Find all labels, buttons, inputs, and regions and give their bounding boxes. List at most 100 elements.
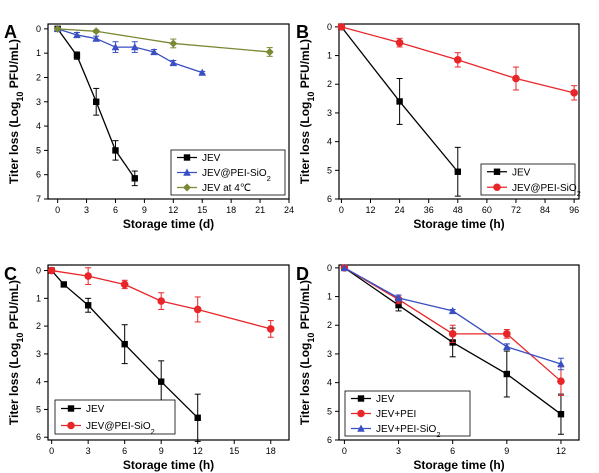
legend-marker <box>67 421 75 430</box>
panel-letter: C <box>4 264 17 284</box>
x-tick-label: 15 <box>229 446 239 456</box>
y-tick-label: 5 <box>327 165 332 175</box>
x-tick-label: 9 <box>142 205 147 215</box>
series-jev <box>338 23 461 197</box>
x-axis-title: Storage time (d) <box>123 217 214 231</box>
y-axis-title: Titer loss (Log10 PFU/mL) <box>7 39 25 184</box>
series-line <box>57 28 270 53</box>
data-point <box>112 147 119 154</box>
data-point <box>503 370 511 378</box>
x-tick-label: 15 <box>197 205 207 215</box>
series-line <box>344 267 562 382</box>
legend-label: JEV+PEI-SiO2 <box>376 424 440 439</box>
x-tick-label: 96 <box>569 205 579 215</box>
data-point <box>557 410 565 418</box>
legend-marker <box>493 183 501 192</box>
y-tick-label: 4 <box>36 121 41 131</box>
y-tick-label: 6 <box>36 432 41 442</box>
x-tick-label: 24 <box>284 205 294 215</box>
y-tick-label: 2 <box>327 320 332 330</box>
legend-label: JEV <box>376 394 395 405</box>
data-point <box>340 263 349 272</box>
data-point <box>120 280 129 289</box>
legend-label: JEV+PEI <box>376 409 416 420</box>
legend: JEV JEV+PEI JEV+PEI-SiO2 <box>344 390 471 439</box>
data-point <box>396 98 403 105</box>
y-tick-label: 5 <box>36 404 41 414</box>
series-jev-at-4- <box>53 24 274 57</box>
x-tick-label: 0 <box>342 446 347 456</box>
x-tick-label: 12 <box>193 446 203 456</box>
data-point <box>130 43 139 51</box>
x-tick-label: 12 <box>366 205 376 215</box>
y-tick-label: 4 <box>327 378 332 388</box>
x-tick-label: 60 <box>482 205 492 215</box>
data-point <box>92 27 101 36</box>
plot-frame <box>338 23 580 200</box>
y-tick-label: 0 <box>327 263 332 273</box>
y-tick-label: 4 <box>36 377 41 387</box>
panel-letter: D <box>296 264 309 284</box>
y-tick-label: 5 <box>36 145 41 155</box>
x-tick-label: 12 <box>556 446 566 456</box>
legend-marker <box>357 409 365 418</box>
data-point <box>93 98 100 105</box>
data-point <box>448 330 457 338</box>
data-point <box>47 266 56 275</box>
data-point <box>503 330 511 338</box>
legend-label: JEV <box>86 404 105 415</box>
series-line <box>51 269 271 330</box>
y-tick-label: 0 <box>327 22 332 32</box>
series-jev-pei-sio2 <box>47 266 275 338</box>
legend: JEV JEV@PEI-SiO2 <box>480 163 581 198</box>
data-point <box>454 168 461 175</box>
x-tick-label: 12 <box>168 205 178 215</box>
data-point <box>121 340 128 348</box>
legend-marker <box>357 424 365 432</box>
data-point <box>150 47 158 56</box>
y-tick-label: 1 <box>327 292 332 302</box>
plot-frame <box>47 23 290 200</box>
data-point <box>337 23 346 31</box>
legend-marker <box>493 168 501 175</box>
data-point <box>453 56 462 64</box>
data-point <box>73 30 81 39</box>
data-point <box>169 58 178 67</box>
data-point <box>53 24 62 33</box>
y-tick-label: 4 <box>327 137 332 147</box>
y-axis-title: Titer loss (Log10 PFU/mL) <box>298 280 316 425</box>
legend-label: JEV at 4℃ <box>202 183 251 194</box>
x-axis-title: Storage time (h) <box>123 458 214 472</box>
y-tick-label: 3 <box>36 349 41 359</box>
panel-letter: B <box>296 22 309 42</box>
data-point <box>194 414 201 421</box>
data-point <box>73 52 81 59</box>
y-tick-label: 2 <box>327 79 332 89</box>
series-jev-pei-sio2 <box>53 24 207 76</box>
x-tick-label: 18 <box>226 205 236 215</box>
x-tick-label: 3 <box>86 446 91 456</box>
series-jev-pei-sio2 <box>340 263 565 371</box>
data-point <box>503 342 511 350</box>
y-tick-label: 2 <box>36 321 41 331</box>
y-axis-title: Titer loss (Log10 PFU/mL) <box>298 39 316 184</box>
y-tick-label: 0 <box>36 24 41 34</box>
y-tick-label: 6 <box>327 194 332 204</box>
y-tick-label: 6 <box>36 170 41 180</box>
series-jev-pei-sio2 <box>337 23 578 101</box>
y-tick-label: 5 <box>327 406 332 416</box>
data-point <box>395 38 404 47</box>
data-point <box>557 359 565 368</box>
x-axis-title: Storage time (h) <box>413 458 504 472</box>
x-tick-label: 24 <box>395 205 405 215</box>
data-point <box>570 89 578 97</box>
series-line <box>57 28 203 74</box>
x-tick-label: 0 <box>49 446 54 456</box>
legend-label: JEV@PEI-SiO2 <box>512 183 581 198</box>
legend-label: JEV@PEI-SiO2 <box>202 168 271 183</box>
series-jev <box>54 25 138 187</box>
series-jev <box>48 267 201 442</box>
